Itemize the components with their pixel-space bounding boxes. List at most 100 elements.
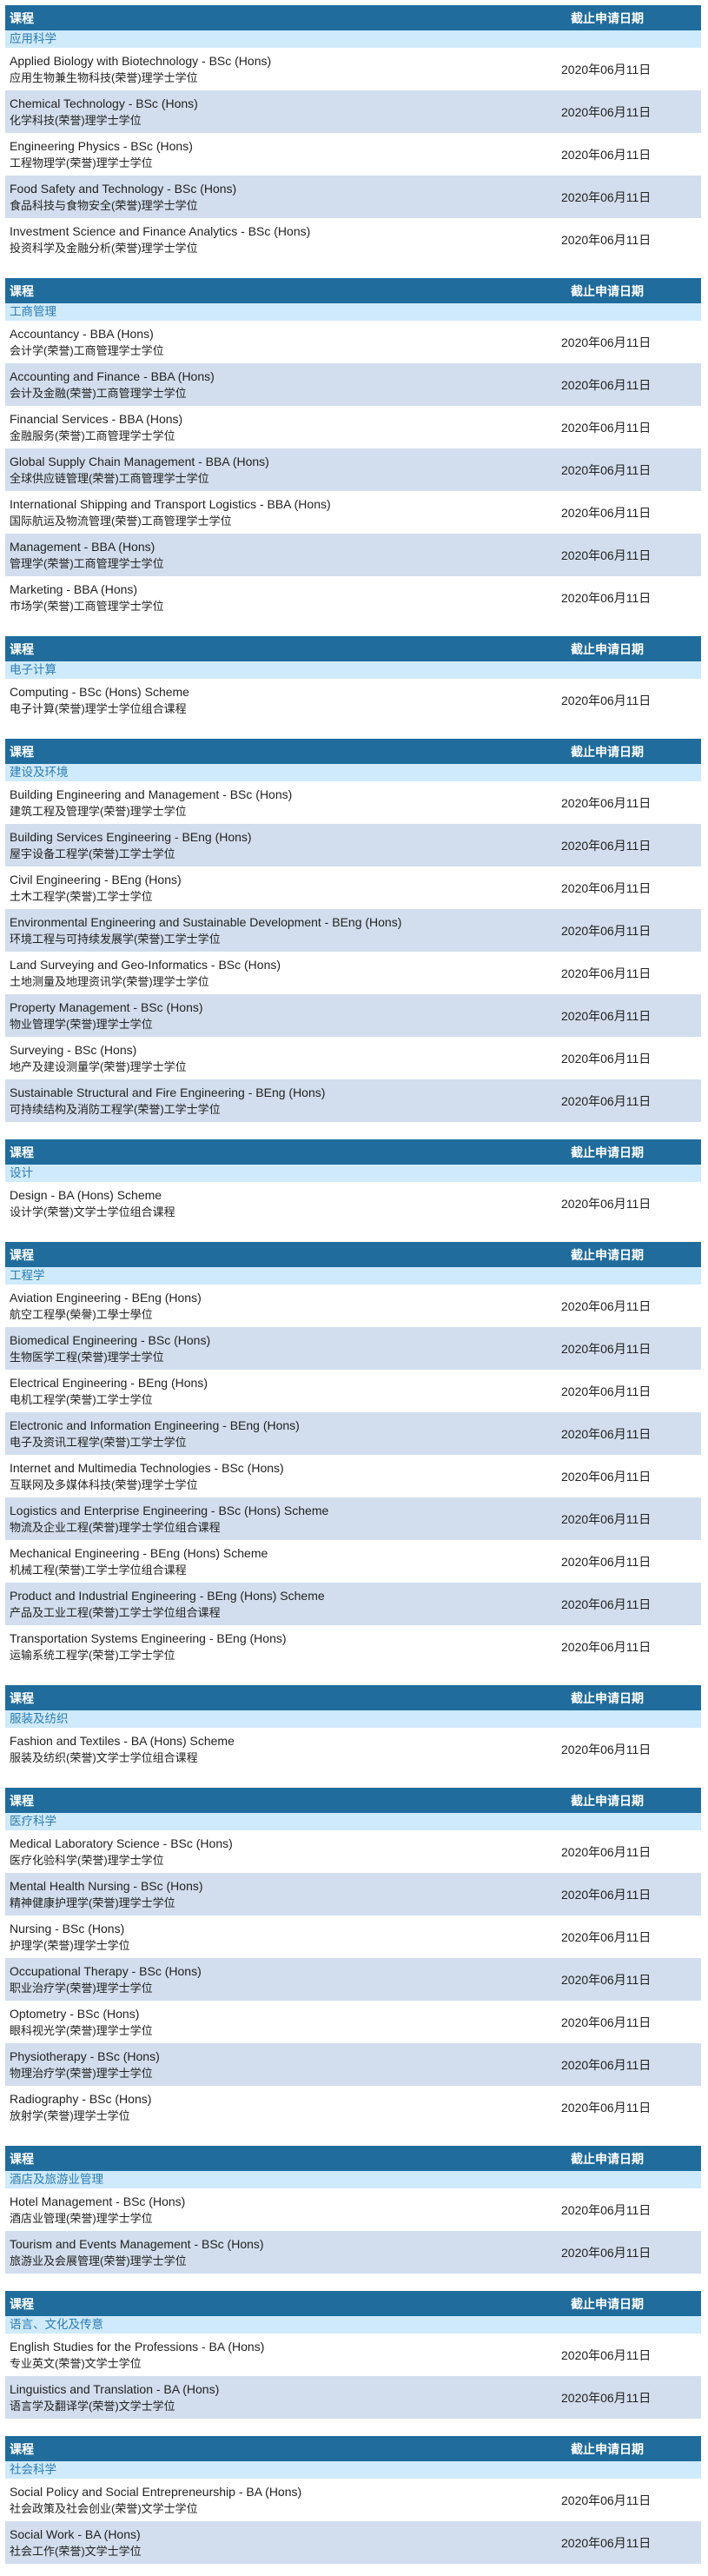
table-row[interactable]: Applied Biology with Biotechnology - BSc…	[5, 48, 701, 90]
table-row[interactable]: Building Engineering and Management - BS…	[5, 781, 701, 824]
table-row[interactable]: Electrical Engineering - BEng (Hons) 电机工程…	[5, 1370, 701, 1412]
course-name-en[interactable]: Product and Industrial Engineering - BEn…	[10, 1588, 325, 1603]
table-row[interactable]: Computing - BSc (Hons) Scheme 电子计算(荣誉)理学士…	[5, 679, 701, 721]
table-row[interactable]: Mental Health Nursing - BSc (Hons) 精神健康护理…	[5, 1873, 701, 1915]
table-row[interactable]: Sustainable Structural and Fire Engineer…	[5, 1079, 701, 1122]
course-name-en[interactable]: Physiotherapy - BSc (Hons)	[10, 2048, 160, 2063]
table-row[interactable]: Occupational Therapy - BSc (Hons) 职业治疗学(荣…	[5, 1958, 701, 2001]
course-name-en[interactable]: Sustainable Structural and Fire Engineer…	[10, 1085, 326, 1099]
course-name-en[interactable]: Property Management - BSc (Hons)	[10, 999, 203, 1014]
course-name-en[interactable]: Accountancy - BBA (Hons)	[10, 326, 154, 341]
table-row[interactable]: Accounting and Finance - BBA (Hons) 会计及金融…	[5, 363, 701, 406]
course-name-en[interactable]: Electrical Engineering - BEng (Hons)	[10, 1375, 208, 1390]
course-name-en[interactable]: Marketing - BBA (Hons)	[10, 581, 138, 596]
course-name-en[interactable]: Environmental Engineering and Sustainabl…	[10, 914, 402, 929]
course-name-en[interactable]: Aviation Engineering - BEng (Hons)	[10, 1290, 202, 1305]
table-row[interactable]: Engineering Physics - BSc (Hons) 工程物理学(荣誉…	[5, 133, 701, 176]
table-row[interactable]: Optometry - BSc (Hons) 眼科视光学(荣誉)理学士学位 2020…	[5, 2001, 701, 2043]
table-row[interactable]: Biomedical Engineering - BSc (Hons) 生物医学工…	[5, 1327, 701, 1370]
table-row[interactable]: Internet and Multimedia Technologies - B…	[5, 1455, 701, 1497]
course-name-en[interactable]: Social Policy and Social Entrepreneurshi…	[10, 2484, 302, 2499]
table-row[interactable]: Physiotherapy - BSc (Hons) 物理治疗学(荣誉)理学士学位…	[5, 2043, 701, 2086]
course-name-en[interactable]: Mechanical Engineering - BEng (Hons) Sch…	[10, 1545, 268, 1560]
course-name-en[interactable]: Biomedical Engineering - BSc (Hons)	[10, 1332, 211, 1347]
course-name-zh: 精神健康护理学(荣誉)理学士学位	[10, 1895, 175, 1909]
course-name-en[interactable]: Medical Laboratory Science - BSc (Hons)	[10, 1836, 233, 1850]
course-name-en[interactable]: International Shipping and Transport Log…	[10, 496, 331, 511]
table-row[interactable]: Land Surveying and Geo-Informatics - BSc…	[5, 952, 701, 994]
table-row[interactable]: Social Work - BA (Hons) 社会工作(荣誉)文学士学位 2020…	[5, 2521, 701, 2564]
course-name-en[interactable]: Building Services Engineering - BEng (Ho…	[10, 829, 252, 844]
table-row[interactable]: Transportation Systems Engineering - BEn…	[5, 1625, 701, 1668]
table-row[interactable]: Investment Science and Finance Analytics…	[5, 218, 701, 261]
course-name-en[interactable]: English Studies for the Professions - BA…	[10, 2339, 265, 2354]
table-row[interactable]: Food Safety and Technology - BSc (Hons) 食…	[5, 176, 701, 218]
course-name-en[interactable]: Land Surveying and Geo-Informatics - BSc…	[10, 957, 281, 972]
table-row[interactable]: Management - BBA (Hons) 管理学(荣誉)工商管理学士学位 20…	[5, 534, 701, 576]
table-row[interactable]: Medical Laboratory Science - BSc (Hons) 医…	[5, 1830, 701, 1873]
table-row[interactable]: Civil Engineering - BEng (Hons) 土木工程学(荣誉)…	[5, 866, 701, 909]
table-row[interactable]: Nursing - BSc (Hons) 护理学(荣誉)理学士学位 2020年06月…	[5, 1915, 701, 1958]
course-name-zh: 职业治疗学(荣誉)理学士学位	[10, 1981, 153, 1995]
table-row[interactable]: Product and Industrial Engineering - BEn…	[5, 1583, 701, 1625]
course-name-en[interactable]: Internet and Multimedia Technologies - B…	[10, 1460, 284, 1475]
category-label: 服装及纺织	[5, 1710, 701, 1728]
table-row[interactable]: Surveying - BSc (Hons) 地产及建设测量学(荣誉)理学士学位 2…	[5, 1037, 701, 1079]
table-row[interactable]: International Shipping and Transport Log…	[5, 491, 701, 534]
category-label: 设计	[5, 1165, 701, 1182]
course-name-en[interactable]: Financial Services - BBA (Hons)	[10, 411, 183, 426]
course-name-en[interactable]: Mental Health Nursing - BSc (Hons)	[10, 1878, 203, 1893]
table-row[interactable]: Social Policy and Social Entrepreneurshi…	[5, 2479, 701, 2521]
table-row[interactable]: Mechanical Engineering - BEng (Hons) Sch…	[5, 1540, 701, 1583]
table-row[interactable]: English Studies for the Professions - BA…	[5, 2334, 701, 2376]
table-row[interactable]: Accountancy - BBA (Hons) 会计学(荣誉)工商管理学士学位 2…	[5, 321, 701, 363]
table-row[interactable]: Property Management - BSc (Hons) 物业管理学(荣誉…	[5, 994, 701, 1037]
course-name-en[interactable]: Civil Engineering - BEng (Hons)	[10, 872, 182, 886]
course-name-en[interactable]: Building Engineering and Management - BS…	[10, 787, 293, 801]
table-row[interactable]: Radiography - BSc (Hons) 放射学(荣誉)理学士学位 2020…	[5, 2086, 701, 2128]
table-row[interactable]: Financial Services - BBA (Hons) 金融服务(荣誉)工…	[5, 406, 701, 448]
deadline-date: 2020年06月11日	[561, 1511, 652, 1526]
course-name-en[interactable]: Social Work - BA (Hons)	[10, 2526, 141, 2541]
course-name-en[interactable]: Optometry - BSc (Hons)	[10, 2006, 140, 2021]
column-header-course: 课程	[10, 10, 34, 25]
course-name-en[interactable]: Food Safety and Technology - BSc (Hons)	[10, 181, 237, 196]
course-name-en[interactable]: Global Supply Chain Management - BBA (Ho…	[10, 454, 269, 468]
course-name-en[interactable]: Applied Biology with Biotechnology - BSc…	[10, 53, 272, 68]
table-row[interactable]: Tourism and Events Management - BSc (Hon…	[5, 2231, 701, 2274]
course-name-en[interactable]: Design - BA (Hons) Scheme	[10, 1187, 162, 1202]
course-name-en[interactable]: Investment Science and Finance Analytics…	[10, 223, 311, 238]
course-name-en[interactable]: Nursing - BSc (Hons)	[10, 1921, 125, 1935]
course-name-en[interactable]: Tourism and Events Management - BSc (Hon…	[10, 2236, 264, 2251]
course-name-en[interactable]: Management - BBA (Hons)	[10, 539, 155, 554]
course-name-en[interactable]: Transportation Systems Engineering - BEn…	[10, 1630, 287, 1645]
course-name-en[interactable]: Chemical Technology - BSc (Hons)	[10, 96, 198, 110]
course-name-en[interactable]: Linguistics and Translation - BA (Hons)	[10, 2381, 220, 2396]
course-name-en[interactable]: Occupational Therapy - BSc (Hons)	[10, 1963, 202, 1978]
course-name-en[interactable]: Hotel Management - BSc (Hons)	[10, 2194, 186, 2208]
course-name-en[interactable]: Radiography - BSc (Hons)	[10, 2091, 152, 2106]
course-name-en[interactable]: Computing - BSc (Hons) Scheme	[10, 684, 189, 699]
table-row[interactable]: Hotel Management - BSc (Hons) 酒店业管理(荣誉)理学…	[5, 2188, 701, 2231]
course-name-en[interactable]: Logistics and Enterprise Engineering - B…	[10, 1503, 329, 1517]
table-row[interactable]: Environmental Engineering and Sustainabl…	[5, 909, 701, 952]
course-name-en[interactable]: Engineering Physics - BSc (Hons)	[10, 138, 193, 153]
table-row[interactable]: Chemical Technology - BSc (Hons) 化学科技(荣誉)…	[5, 90, 701, 133]
table-row[interactable]: Logistics and Enterprise Engineering - B…	[5, 1497, 701, 1540]
table-row[interactable]: Fashion and Textiles - BA (Hons) Scheme 服…	[5, 1728, 701, 1770]
table-row[interactable]: Electronic and Information Engineering -…	[5, 1412, 701, 1455]
table-row[interactable]: Building Services Engineering - BEng (Ho…	[5, 824, 701, 866]
table-row[interactable]: Design - BA (Hons) Scheme 设计学(荣誉)文学士学位组合课…	[5, 1182, 701, 1225]
course-name-en[interactable]: Electronic and Information Engineering -…	[10, 1417, 300, 1432]
deadline-date: 2020年06月11日	[561, 335, 652, 349]
course-name-en[interactable]: Accounting and Finance - BBA (Hons)	[10, 368, 215, 383]
table-header: 课程 截止申请日期	[5, 2146, 701, 2171]
table-row[interactable]: Marketing - BBA (Hons) 市场学(荣誉)工商管理学士学位 202…	[5, 576, 701, 619]
course-name-zh: 土木工程学(荣誉)工学士学位	[10, 889, 153, 903]
table-row[interactable]: Linguistics and Translation - BA (Hons) 语…	[5, 2376, 701, 2419]
deadline-date: 2020年06月11日	[561, 462, 652, 477]
table-row[interactable]: Aviation Engineering - BEng (Hons) 航空工程學(…	[5, 1285, 701, 1327]
course-name-en[interactable]: Fashion and Textiles - BA (Hons) Scheme	[10, 1733, 235, 1748]
course-name-en[interactable]: Surveying - BSc (Hons)	[10, 1042, 137, 1057]
table-row[interactable]: Global Supply Chain Management - BBA (Ho…	[5, 448, 701, 491]
